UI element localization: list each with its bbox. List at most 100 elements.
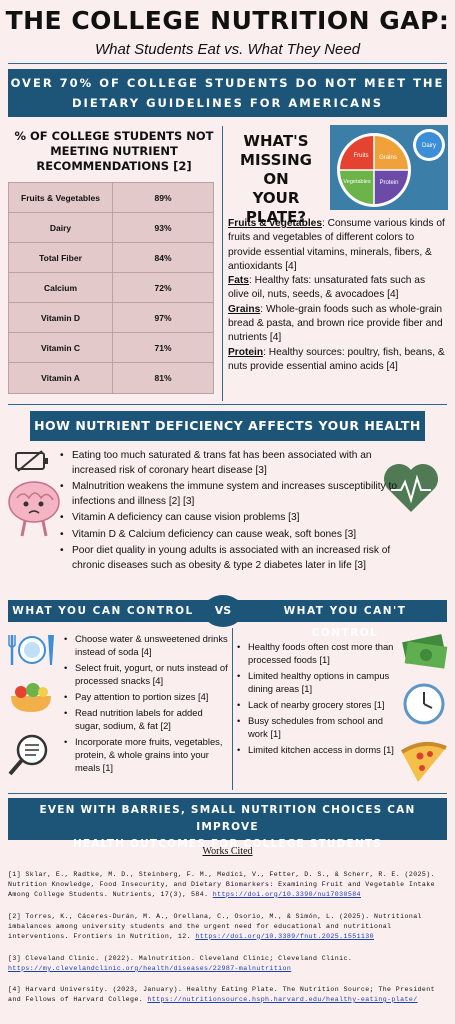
control-divider [232,628,233,790]
list-item: Pay attention to portion sizes [4] [64,690,229,703]
banner-top: OVER 70% OF COLLEGE STUDENTS DO NOT MEET… [8,69,447,117]
pizza-icon [400,741,447,782]
plate-label-fruits: Fruits [354,153,369,159]
list-item: Choose water & unsweetened drinks instea… [64,632,229,658]
section-divider [222,126,223,401]
plate-title: WHAT'S MISSING ON YOUR PLATE? [226,132,326,227]
table-title-line2: MEETING NUTRIENT [50,144,178,158]
page-title: THE COLLEGE NUTRITION GAP: [5,6,450,35]
plate-illustration: Fruits Grains Vegetables Protein Dairy [330,125,448,210]
magnifier-label-icon [8,734,48,776]
plate-descriptions: Fruits & vegetables: Consume various kin… [228,217,448,374]
banner-bottom-line1: EVEN WITH BARRIES, SMALL NUTRITION CHOIC… [39,804,416,833]
table-cell-label: Vitamin C [9,333,113,362]
can-control-label: WHAT YOU CAN CONTROL [12,605,194,617]
citation: [1] Sklar, E., Radtke, M. D., Steinberg,… [8,870,448,899]
citation-link[interactable]: https://doi.org/10.3389/fnut.2025.155113… [195,932,374,940]
table-row: Vitamin A 81% [9,363,213,393]
list-item: Lack of nearby grocery stores [1] [237,698,399,711]
table-cell-label: Calcium [9,273,113,302]
list-item: Read nutrition labels for added sugar, s… [64,706,229,732]
plate-label-grains: Grains [379,155,397,161]
section-rule [8,793,447,794]
plate-title-line2: MISSING ON [240,151,312,188]
plate-item: Fats: Healthy fats: unsaturated fats suc… [228,274,448,303]
citation-link[interactable]: https://nutritionsource.hsph.harvard.edu… [147,995,418,1003]
header-divider [8,63,447,64]
money-icon [402,634,448,669]
list-item: Healthy foods often cost more than proce… [237,640,399,666]
table-cell-value: 89% [154,192,172,203]
table-title: % OF COLLEGE STUDENTS NOT MEETING NUTRIE… [8,129,220,174]
banner-top-line1: OVER 70% OF COLLEGE STUDENTS DO NOT MEET… [10,76,445,90]
plate-label-protein: Protein [379,180,398,186]
plate-title-line1: WHAT'S [243,132,309,150]
table-cell-value: 81% [154,373,172,383]
list-item: Incorporate more fruits, vegetables, pro… [64,735,229,774]
citation: [4] Harvard University. (2023, January).… [8,985,448,1005]
vs-badge: VS [203,595,243,627]
list-item: Busy schedules from school and work [1] [237,714,399,740]
list-item: Eating too much saturated & trans fat ha… [60,449,410,478]
table-row: Fruits & Vegetables 89% [9,183,213,213]
plate-item-term: Grains [228,303,261,315]
table-cell-value: 84% [154,252,172,263]
table-row: Total Fiber 84% [9,243,213,273]
plate-item-text: : Healthy fats: unsaturated fats such as… [228,275,426,301]
table-cell-value: 71% [154,342,172,353]
table-cell-label: Vitamin D [9,303,113,332]
plate-item-term: Protein [228,346,264,358]
list-item: Limited kitchen access in dorms [1] [237,743,399,756]
list-item: Poor diet quality in young adults is ass… [60,544,410,573]
plate-icon: Fruits Grains Vegetables Protein Dairy [330,125,448,210]
plate-item-text: : Consume various kinds of fruits and ve… [228,218,445,272]
table-title-line1: % OF COLLEGE STUDENTS NOT [14,129,214,143]
cant-control-label: WHAT YOU CAN'T CONTROL [283,605,407,639]
table-cell-label: Fruits & Vegetables [9,183,113,212]
citation-text: [3] Cleveland Clinic. (2022). Malnutriti… [8,955,353,962]
plate-item: Protein: Healthy sources: poultry, fish,… [228,346,448,375]
clock-icon [403,683,445,725]
can-control-list: Choose water & unsweetened drinks instea… [64,632,229,777]
banner-bottom-line2: HEALTH OUTCOMES FOR COLLEGE STUDENTS [72,838,383,850]
plate-item-term: Fruits & vegetables [228,218,322,229]
plate-title-line3: YOUR PLATE? [245,189,307,226]
citation: [3] Cleveland Clinic. (2022). Malnutriti… [8,954,448,974]
table-title-line3: RECOMMENDATIONS [2] [36,159,192,173]
water-glass-icon [8,635,54,665]
citation-text: [1] Sklar, E., Radtke, M. D., Steinberg,… [8,871,435,898]
cant-control-list: Healthy foods often cost more than proce… [237,640,399,759]
banner-health: HOW NUTRIENT DEFICIENCY AFFECTS YOUR HEA… [30,411,425,441]
list-item: Select fruit, yogurt, or nuts instead of… [64,661,229,687]
citation-link[interactable]: https://doi.org/10.3390/nu17030584 [212,890,361,898]
works-cited-title: Works Cited [202,846,253,857]
table-cell-value: 93% [154,222,172,233]
citation-link[interactable]: https://my.clevelandclinic.org/health/di… [8,964,292,972]
plate-item-text: : Healthy sources: poultry, fish, beans,… [228,346,445,372]
plate-label-dairy: Dairy [422,143,436,149]
nutrient-table: Fruits & Vegetables 89% Dairy 93% Total … [8,182,214,394]
page-subtitle: What Students Eat vs. What They Need [94,41,361,58]
section-rule [8,404,447,405]
battery-low-icon [15,450,48,472]
table-cell-label: Total Fiber [9,243,113,272]
table-row: Calcium 72% [9,273,213,303]
citation: [2] Torres, K., Cáceres-Durán, M. A., Or… [8,912,448,941]
plate-item-term: Fats [228,275,249,287]
table-row: Vitamin D 97% [9,303,213,333]
banner-bottom: EVEN WITH BARRIES, SMALL NUTRITION CHOIC… [8,798,447,850]
banner-top-line2: DIETARY GUIDELINES FOR AMERICANS [72,96,383,110]
table-cell-label: Vitamin A [9,363,113,393]
plate-item: Fruits & vegetables: Consume various kin… [228,217,448,274]
plate-label-vegetables: Vegetables [343,179,370,185]
list-item: Vitamin A deficiency can cause vision pr… [60,511,410,526]
citation-text: [4] Harvard University. (2023, January).… [8,986,435,1003]
list-item: Vitamin D & Calcium deficiency can cause… [60,528,410,543]
table-row: Vitamin C 71% [9,333,213,363]
table-cell-value: 97% [154,312,172,323]
citation-text: [2] Torres, K., Cáceres-Durán, M. A., Or… [8,913,422,940]
list-item: Limited healthy options in campus dining… [237,669,399,695]
table-cell-value: 72% [154,282,172,293]
plate-item: Grains: Whole-grain foods such as whole-… [228,303,448,346]
list-item: Malnutrition weakens the immune system a… [60,480,410,509]
